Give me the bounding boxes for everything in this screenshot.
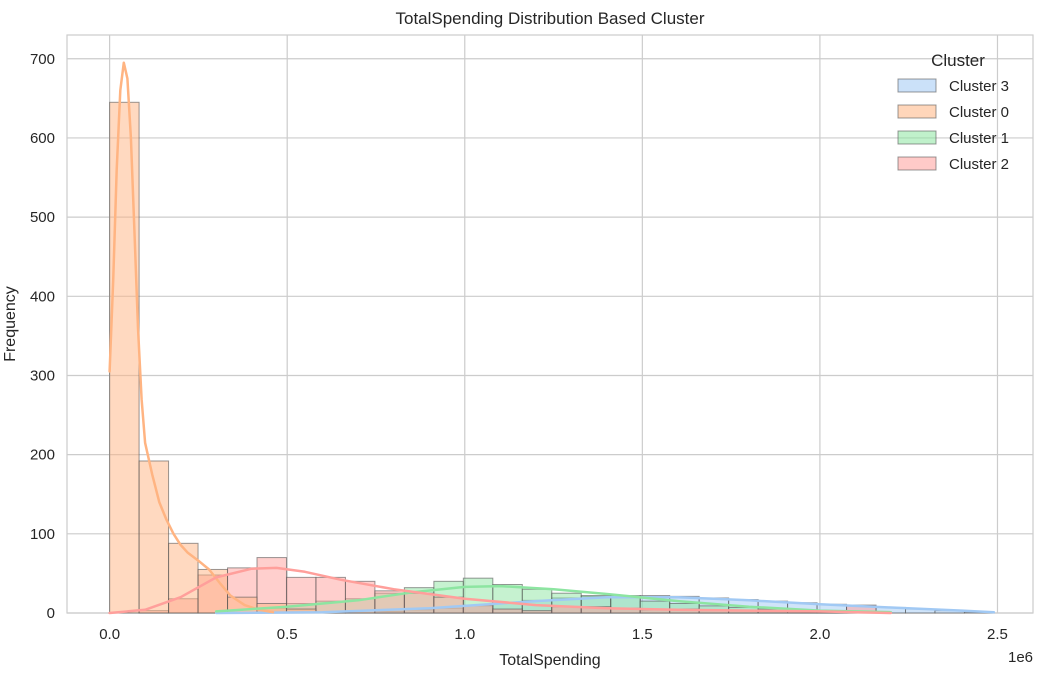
histogram-bar [521,610,553,614]
legend-item-label: Cluster 2 [949,156,1009,173]
tick-labels: 0 100 200 300 400 500 600 700 0.0 0.5 1.0 1.5 2.0 2.5 [30,51,1008,643]
legend: Cluster Cluster 3 Cluster 0 Cluster 1 Clust… [897,51,1009,173]
chart-title: TotalSpending Distribution Based Cluster [395,9,704,28]
x-tick-label: 0.0 [99,626,120,643]
x-tick-label: 2.5 [987,626,1008,643]
legend-swatch [897,104,937,119]
y-tick-label: 700 [30,51,55,68]
legend-title: Cluster [931,51,985,70]
kde-line [214,584,893,614]
x-offset-label: 1e6 [1008,649,1033,666]
y-tick-label: 600 [30,130,55,147]
kde-line [108,566,893,615]
x-tick-label: 1.0 [454,626,475,643]
x-tick-label: 1.5 [632,626,653,643]
x-axis-label: TotalSpending [499,652,600,669]
x-tick-label: 2.0 [809,626,830,643]
histogram-bar [492,583,523,614]
kde-line [108,61,275,614]
legend-item-label: Cluster 1 [949,130,1009,147]
histogram-bar [109,101,140,614]
histogram-bar [138,460,170,614]
histogram-bar [168,542,199,614]
histogram-bar [285,576,317,614]
y-tick-label: 0 [47,605,55,622]
histogram-bar [315,576,346,614]
x-tick-label: 0.5 [277,626,298,643]
y-axis-label: Frequency [2,286,19,362]
y-tick-label: 200 [30,447,55,464]
histogram-bar [492,608,523,614]
y-tick-label: 300 [30,367,55,384]
legend-item-label: Cluster 3 [949,78,1009,95]
grid-lines [67,35,1033,614]
plot-area [66,34,1034,614]
legend-swatch [897,156,937,171]
y-tick-label: 500 [30,209,55,226]
legend-item-label: Cluster 0 [949,104,1009,121]
y-tick-label: 400 [30,288,55,305]
y-tick-label: 100 [30,526,55,543]
legend-swatch [897,130,937,145]
legend-swatch [897,78,937,93]
kde-curves [108,61,996,615]
kde-line [214,595,996,615]
